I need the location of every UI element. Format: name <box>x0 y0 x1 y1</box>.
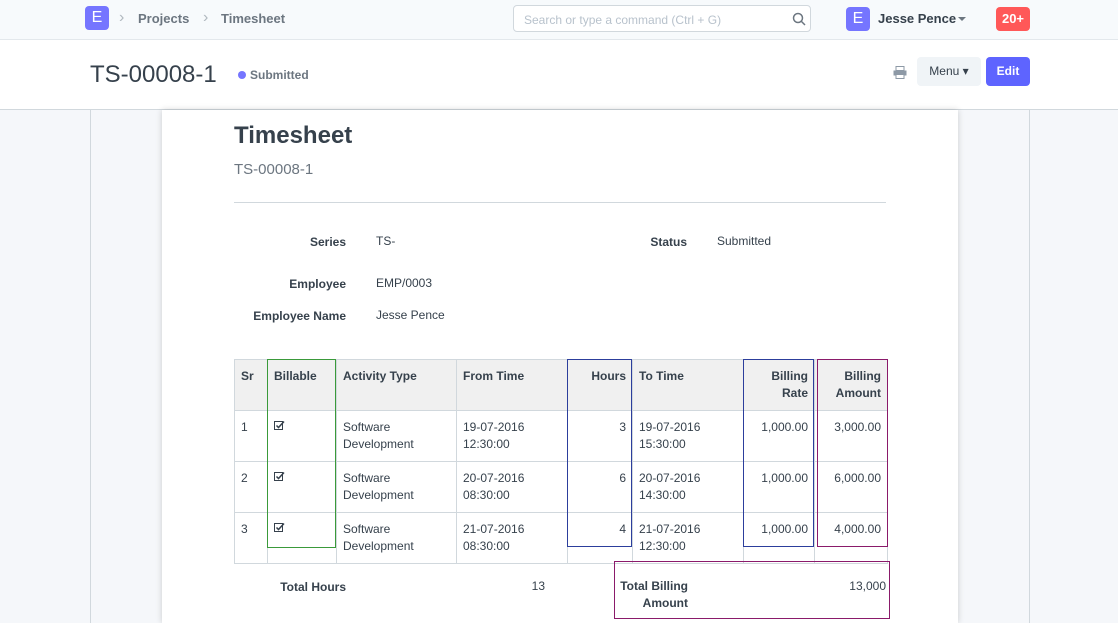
print-icon[interactable] <box>893 66 907 79</box>
breadcrumb-separator: › <box>203 9 209 26</box>
table-cell: 1,000.00 <box>743 512 815 564</box>
dropdown-caret <box>958 17 966 21</box>
edit-button[interactable]: Edit <box>986 57 1030 86</box>
table-cell: Software Development <box>336 512 457 564</box>
time-logs-table: Sr Billable Activity Type From Time Hours To … <box>234 359 888 564</box>
column-header: Hours <box>567 359 633 411</box>
total-label: Total Hours <box>280 580 346 594</box>
field-label: Employee Name <box>253 309 346 323</box>
page-head: TS-00008-1 Submitted Menu ▾ Edit <box>0 40 1118 110</box>
app-logo[interactable]: E <box>85 6 109 30</box>
table-cell: 19-07-2016 12:30:00 <box>456 410 568 462</box>
table-cell: Software Development <box>336 410 457 462</box>
table-body: 1 Software Development 19-07-2016 12:30:00… <box>234 410 888 564</box>
billable-cell <box>267 410 337 462</box>
user-name[interactable]: Jesse Pence <box>878 11 957 26</box>
status-dot <box>238 71 246 79</box>
status-indicator: Submitted <box>250 68 309 82</box>
table-row: 1 Software Development 19-07-2016 12:30:00… <box>234 410 888 462</box>
column-header: From Time <box>456 359 568 411</box>
table-cell: 20-07-2016 08:30:00 <box>456 461 568 513</box>
menu-label: Menu <box>929 64 960 78</box>
table-cell: 21-07-2016 08:30:00 <box>456 512 568 564</box>
divider <box>234 202 886 203</box>
table-cell: 19-07-2016 15:30:00 <box>632 410 744 462</box>
column-header: Activity Type <box>336 359 457 411</box>
table-cell: 4 <box>567 512 633 564</box>
field-label: Status <box>650 235 687 249</box>
checkbox-icon <box>274 471 285 481</box>
table-cell: 3,000.00 <box>814 410 888 462</box>
field-label: Employee <box>289 277 346 291</box>
table-row: 3 Software Development 21-07-2016 08:30:00… <box>234 512 888 564</box>
field-value: Jesse Pence <box>376 308 445 322</box>
field-value: Submitted <box>717 234 772 248</box>
navbar: E › Projects › Timesheet Search or type … <box>0 0 1118 40</box>
billable-cell <box>267 512 337 564</box>
total-value: 13 <box>531 579 545 593</box>
billable-cell <box>267 461 337 513</box>
doc-subheading: TS-00008-1 <box>234 161 314 178</box>
search-icon <box>792 12 806 26</box>
table-cell: 1,000.00 <box>743 461 815 513</box>
breadcrumb[interactable]: Timesheet <box>221 11 286 26</box>
table-cell: 1,000.00 <box>743 410 815 462</box>
table-cell: 2 <box>234 461 268 513</box>
field-value: EMP/0003 <box>376 276 433 290</box>
table-cell: 1 <box>234 410 268 462</box>
table-cell: 6,000.00 <box>814 461 888 513</box>
column-header: To Time <box>632 359 744 411</box>
checkbox-icon <box>274 420 285 430</box>
search-placeholder: Search or type a command (Ctrl + G) <box>524 13 722 27</box>
user-avatar[interactable]: E <box>846 7 870 31</box>
breadcrumb-separator: › <box>119 9 125 26</box>
breadcrumb[interactable]: Projects <box>138 11 190 26</box>
table-cell: 20-07-2016 14:30:00 <box>632 461 744 513</box>
notifications-badge[interactable]: 20+ <box>996 7 1030 31</box>
column-header: Sr <box>234 359 268 411</box>
column-header: Billing Amount <box>814 359 888 411</box>
search-box[interactable]: Search or type a command (Ctrl + G) <box>513 5 811 32</box>
table-cell: Software Development <box>336 461 457 513</box>
field-label: Series <box>309 235 346 249</box>
field-value: TS- <box>376 234 396 248</box>
column-header: Billable <box>267 359 337 411</box>
checkbox-icon <box>274 522 285 532</box>
column-header: Billing Rate <box>743 359 815 411</box>
table-cell: 21-07-2016 12:30:00 <box>632 512 744 564</box>
total-value: 13,000 <box>849 579 886 593</box>
total-label: Total Billing Amount <box>620 579 688 610</box>
table-cell: 4,000.00 <box>814 512 888 564</box>
table-cell: 6 <box>567 461 633 513</box>
page-title: TS-00008-1 <box>90 61 217 88</box>
table-cell: 3 <box>567 410 633 462</box>
menu-button[interactable]: Menu ▾ <box>917 57 981 86</box>
table-header-row: Sr Billable Activity Type From Time Hours To … <box>234 359 888 411</box>
table-cell: 3 <box>234 512 268 564</box>
table-row: 2 Software Development 20-07-2016 08:30:00… <box>234 461 888 513</box>
doc-heading: Timesheet <box>234 122 353 149</box>
